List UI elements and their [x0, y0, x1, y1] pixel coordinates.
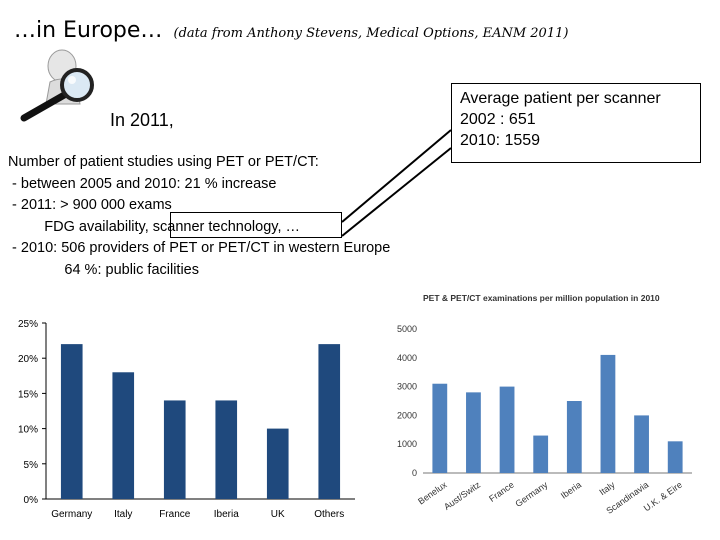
bullet-line: - 2010: 506 providers of PET or PET/CT i… [8, 240, 391, 256]
callout-pointer [341, 129, 452, 237]
bar-aust-switz [466, 392, 481, 473]
callout-heading: Average patient per scanner [460, 90, 661, 107]
highlight-box [170, 212, 342, 238]
x-tick-label: Others [314, 509, 344, 520]
y-tick-label: 2000 [397, 410, 417, 420]
x-tick-label: Iberia [214, 509, 239, 520]
y-tick-label: 3000 [397, 382, 417, 392]
bar-france [499, 386, 515, 473]
magnifying-glass-person-icon [20, 49, 94, 122]
callout-box: Average patient per scanner 2002 : 651 2… [451, 83, 701, 163]
y-tick-label: 20% [18, 354, 38, 365]
y-tick-label: 4000 [397, 353, 417, 363]
bullet-line: 64 %: public facilities [8, 261, 199, 278]
callout-line-2002: 2002 : 651 [460, 111, 536, 128]
bar-iberia [215, 400, 238, 499]
bar-benelux [432, 383, 448, 473]
title-main: …in Europe… [14, 18, 163, 43]
y-tick-label: 5% [24, 460, 39, 471]
x-tick-label: Aust/Switz [442, 479, 483, 512]
x-tick-label: Italy [114, 509, 132, 520]
y-tick-label: 15% [18, 389, 38, 400]
slide-title: …in Europe… (data from Anthony Stevens, … [14, 18, 568, 43]
bullet-line: - between 2005 and 2010: 21 % increase [8, 175, 277, 192]
y-tick-label: 0% [24, 495, 39, 506]
callout-line-2010: 2010: 1559 [460, 132, 541, 149]
y-tick-label: 25% [18, 319, 38, 330]
chart-title: PET & PET/CT examinations per million po… [423, 293, 660, 303]
bar-scandinavia [634, 415, 649, 473]
bar-italy [112, 372, 135, 499]
bar-iberia [566, 401, 582, 473]
intro-text: In 2011, [110, 110, 174, 130]
bullet-line: - 2011: > 900 000 exams [8, 197, 172, 213]
x-tick-label: Iberia [559, 480, 583, 501]
market-share-chart: 0% 5% 10% 15% 20% 25% Germany Italy France Iberia… [18, 319, 355, 520]
y-tick-label: 0 [412, 468, 417, 478]
bar-u-k-eire [667, 441, 683, 473]
bullet-line: FDG availability, scanner technology, … [8, 218, 300, 235]
bullet-line: Number of patient studies using PET or P… [8, 154, 319, 170]
y-tick-label: 10% [18, 425, 38, 436]
bullet-list: Number of patient studies using PET or P… [8, 152, 390, 281]
bar-uk [266, 428, 289, 499]
x-tick-label: Germany [513, 479, 549, 509]
bar-others [318, 344, 341, 499]
x-tick-label: France [487, 480, 516, 504]
x-tick-label: Germany [51, 509, 92, 520]
bar-italy [600, 354, 616, 473]
x-tick-label: UK [271, 509, 285, 520]
x-tick-label: France [159, 509, 191, 520]
exams-per-million-chart: PET & PET/CT examinations per million po… [397, 293, 692, 516]
title-source: (data from Anthony Stevens, Medical Opti… [173, 26, 569, 41]
y-tick-label: 1000 [397, 439, 417, 449]
bar-france [163, 400, 186, 499]
bar-germany [533, 435, 549, 473]
x-tick-label: Italy [597, 479, 617, 497]
y-tick-label: 5000 [397, 324, 417, 334]
bar-germany [60, 344, 83, 499]
